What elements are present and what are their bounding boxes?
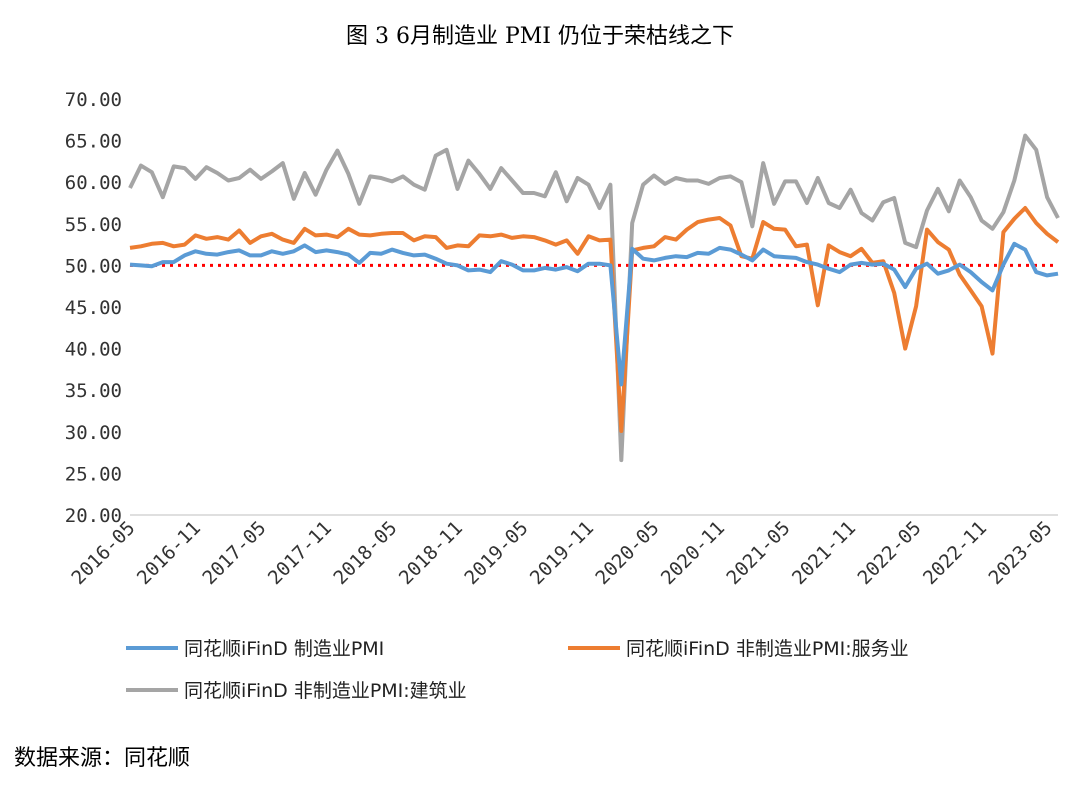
x-tick-label: 2017-11 (264, 517, 336, 589)
y-tick-label: 30.00 (65, 422, 122, 444)
series-line-0 (129, 241, 1059, 387)
y-tick-label: 45.00 (65, 297, 122, 319)
y-tick-label: 60.00 (65, 172, 122, 194)
x-tick-label: 2017-05 (198, 517, 270, 589)
x-tick-label: 2016-11 (133, 517, 205, 589)
chart-title: 图 3 6月制造业 PMI 仍位于荣枯线之下 (346, 24, 734, 49)
x-tick-label: 2022-05 (853, 517, 925, 589)
x-tick-label: 2020-05 (591, 517, 663, 589)
x-tick-label: 2020-11 (657, 517, 729, 589)
y-tick-label: 40.00 (65, 339, 122, 361)
x-tick-label: 2021-11 (788, 517, 860, 589)
legend-label-1: 同花顺iFinD 非制造业PMI:服务业 (626, 638, 909, 660)
x-tick-label: 2022-11 (919, 517, 991, 589)
y-tick-label: 65.00 (65, 131, 122, 153)
x-tick-label: 2021-05 (722, 517, 794, 589)
y-tick-label: 20.00 (65, 505, 122, 527)
x-tick-label: 2019-05 (460, 517, 532, 589)
data-source-note: 数据来源：同花顺 (14, 746, 191, 771)
y-tick-label: 25.00 (65, 463, 122, 485)
series-line-2 (128, 133, 1060, 463)
x-tick-label: 2018-05 (329, 517, 401, 589)
y-tick-label: 70.00 (65, 89, 122, 111)
y-tick-label: 55.00 (65, 214, 122, 236)
y-tick-label: 35.00 (65, 380, 122, 402)
x-tick-label: 2019-11 (526, 517, 598, 589)
legend-label-0: 同花顺iFinD 制造业PMI (184, 638, 384, 660)
legend-label-2: 同花顺iFinD 非制造业PMI:建筑业 (184, 680, 467, 702)
series-line-1 (129, 206, 1060, 433)
x-tick-label: 2018-11 (395, 517, 467, 589)
x-tick-label: 2023-05 (984, 517, 1056, 589)
y-tick-label: 50.00 (65, 255, 122, 277)
x-tick-label: 2016-05 (67, 517, 139, 589)
